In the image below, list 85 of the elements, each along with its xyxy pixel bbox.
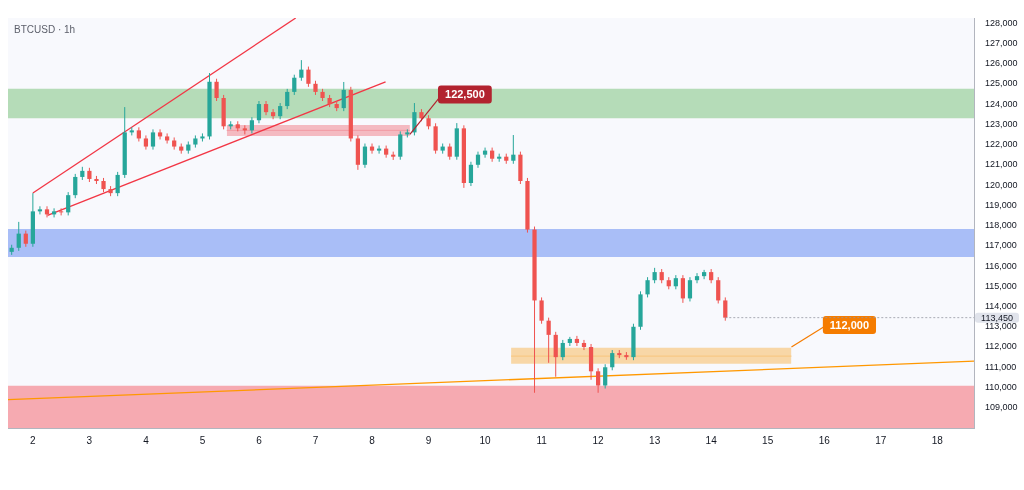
x-tick-label: 13 — [649, 434, 661, 446]
y-tick-label: 111,000 — [985, 361, 1017, 372]
y-tick-label: 123,000 — [985, 118, 1018, 129]
annotation: 112,000 — [829, 318, 869, 331]
y-tick-label: 122,000 — [985, 139, 1018, 150]
candlestick — [687, 276, 693, 302]
x-tick-label: 12 — [592, 434, 605, 446]
candlestick — [51, 207, 57, 218]
x-tick-label: 11 — [536, 434, 548, 446]
candlestick — [701, 269, 707, 280]
y-tick-label: 120,000 — [985, 179, 1018, 190]
annotation: 122,500 — [445, 87, 485, 100]
candlestick — [306, 66, 311, 88]
x-tick-label: 7 — [312, 434, 319, 446]
candlestick — [362, 143, 368, 169]
candlestick — [73, 173, 78, 199]
candlestick — [567, 336, 572, 347]
candlestick — [136, 126, 141, 143]
y-tick-label: 112,000 — [985, 341, 1017, 352]
candlestick — [44, 205, 50, 218]
candlestick — [150, 128, 156, 151]
y-tick-label: 114,000 — [985, 301, 1017, 311]
candlestick — [610, 349, 615, 371]
candlestick — [59, 207, 64, 216]
y-tick-label: 128,000 — [985, 17, 1018, 28]
y-tick-label: 125,000 — [985, 78, 1018, 89]
candlestick — [412, 102, 417, 136]
y-tick-label: 126,000 — [985, 58, 1018, 69]
candlestick — [292, 74, 297, 96]
text: BTCUSD · 1h — [14, 23, 76, 35]
y-tick-label: 117,000 — [985, 240, 1017, 251]
candlestick — [398, 130, 403, 161]
candlestick — [603, 363, 608, 390]
x-tick-label: 14 — [705, 434, 718, 446]
y-tick-label: 127,000 — [985, 37, 1018, 48]
y-tick-label: 116,000 — [985, 260, 1017, 271]
y-tick-label: 124,000 — [985, 98, 1018, 109]
candlestick — [595, 367, 601, 394]
candlestick — [546, 317, 551, 364]
candlestick — [157, 128, 163, 140]
candlestick — [482, 147, 488, 159]
candlestick — [716, 276, 721, 304]
candlestick — [680, 274, 686, 304]
x-tick-label: 18 — [931, 434, 944, 446]
x-tick-label: 2 — [30, 434, 37, 446]
candlestick — [16, 221, 21, 252]
candlestick — [645, 276, 650, 298]
candlestick — [369, 143, 375, 155]
candlestick — [270, 108, 276, 120]
x-tick-label: 17 — [875, 434, 887, 446]
candlestick — [256, 100, 262, 124]
x-tick-label: 8 — [369, 434, 376, 446]
y-tick-label: 121,000 — [985, 159, 1018, 170]
candlestick — [581, 339, 587, 351]
annotation: 113,450 — [981, 312, 1013, 323]
y-tick-label: 113,000 — [985, 321, 1017, 332]
y-tick-label: 110,000 — [985, 381, 1017, 392]
candlestick — [214, 78, 219, 102]
candlestick — [115, 171, 120, 197]
candlestick — [468, 161, 474, 187]
candlestick — [539, 296, 544, 325]
x-tick-label: 16 — [818, 434, 831, 446]
y-tick-label: 118,000 — [985, 220, 1017, 231]
candlestick — [560, 339, 565, 361]
x-tick-label: 5 — [199, 434, 206, 446]
candlestick — [384, 145, 389, 159]
candlestick — [341, 81, 346, 112]
candlestick — [574, 335, 580, 347]
candlestick — [299, 59, 304, 82]
x-tick-label: 3 — [86, 434, 93, 446]
x-tick-label: 6 — [256, 434, 263, 446]
candlestick — [694, 272, 700, 284]
y-tick-label: 119,000 — [985, 199, 1017, 210]
y-tick-label: 115,000 — [985, 280, 1017, 291]
x-tick-label: 10 — [479, 434, 492, 446]
x-tick-label: 15 — [762, 434, 774, 446]
candlestick — [511, 134, 516, 165]
x-tick-label: 9 — [425, 434, 432, 446]
candlestick — [165, 132, 170, 145]
candlestick — [66, 191, 71, 216]
candlestick — [553, 331, 558, 378]
candlestick — [723, 296, 728, 322]
y-tick-label: 109,000 — [985, 402, 1018, 413]
candlestick — [285, 88, 290, 110]
x-tick-label: 4 — [143, 434, 150, 446]
